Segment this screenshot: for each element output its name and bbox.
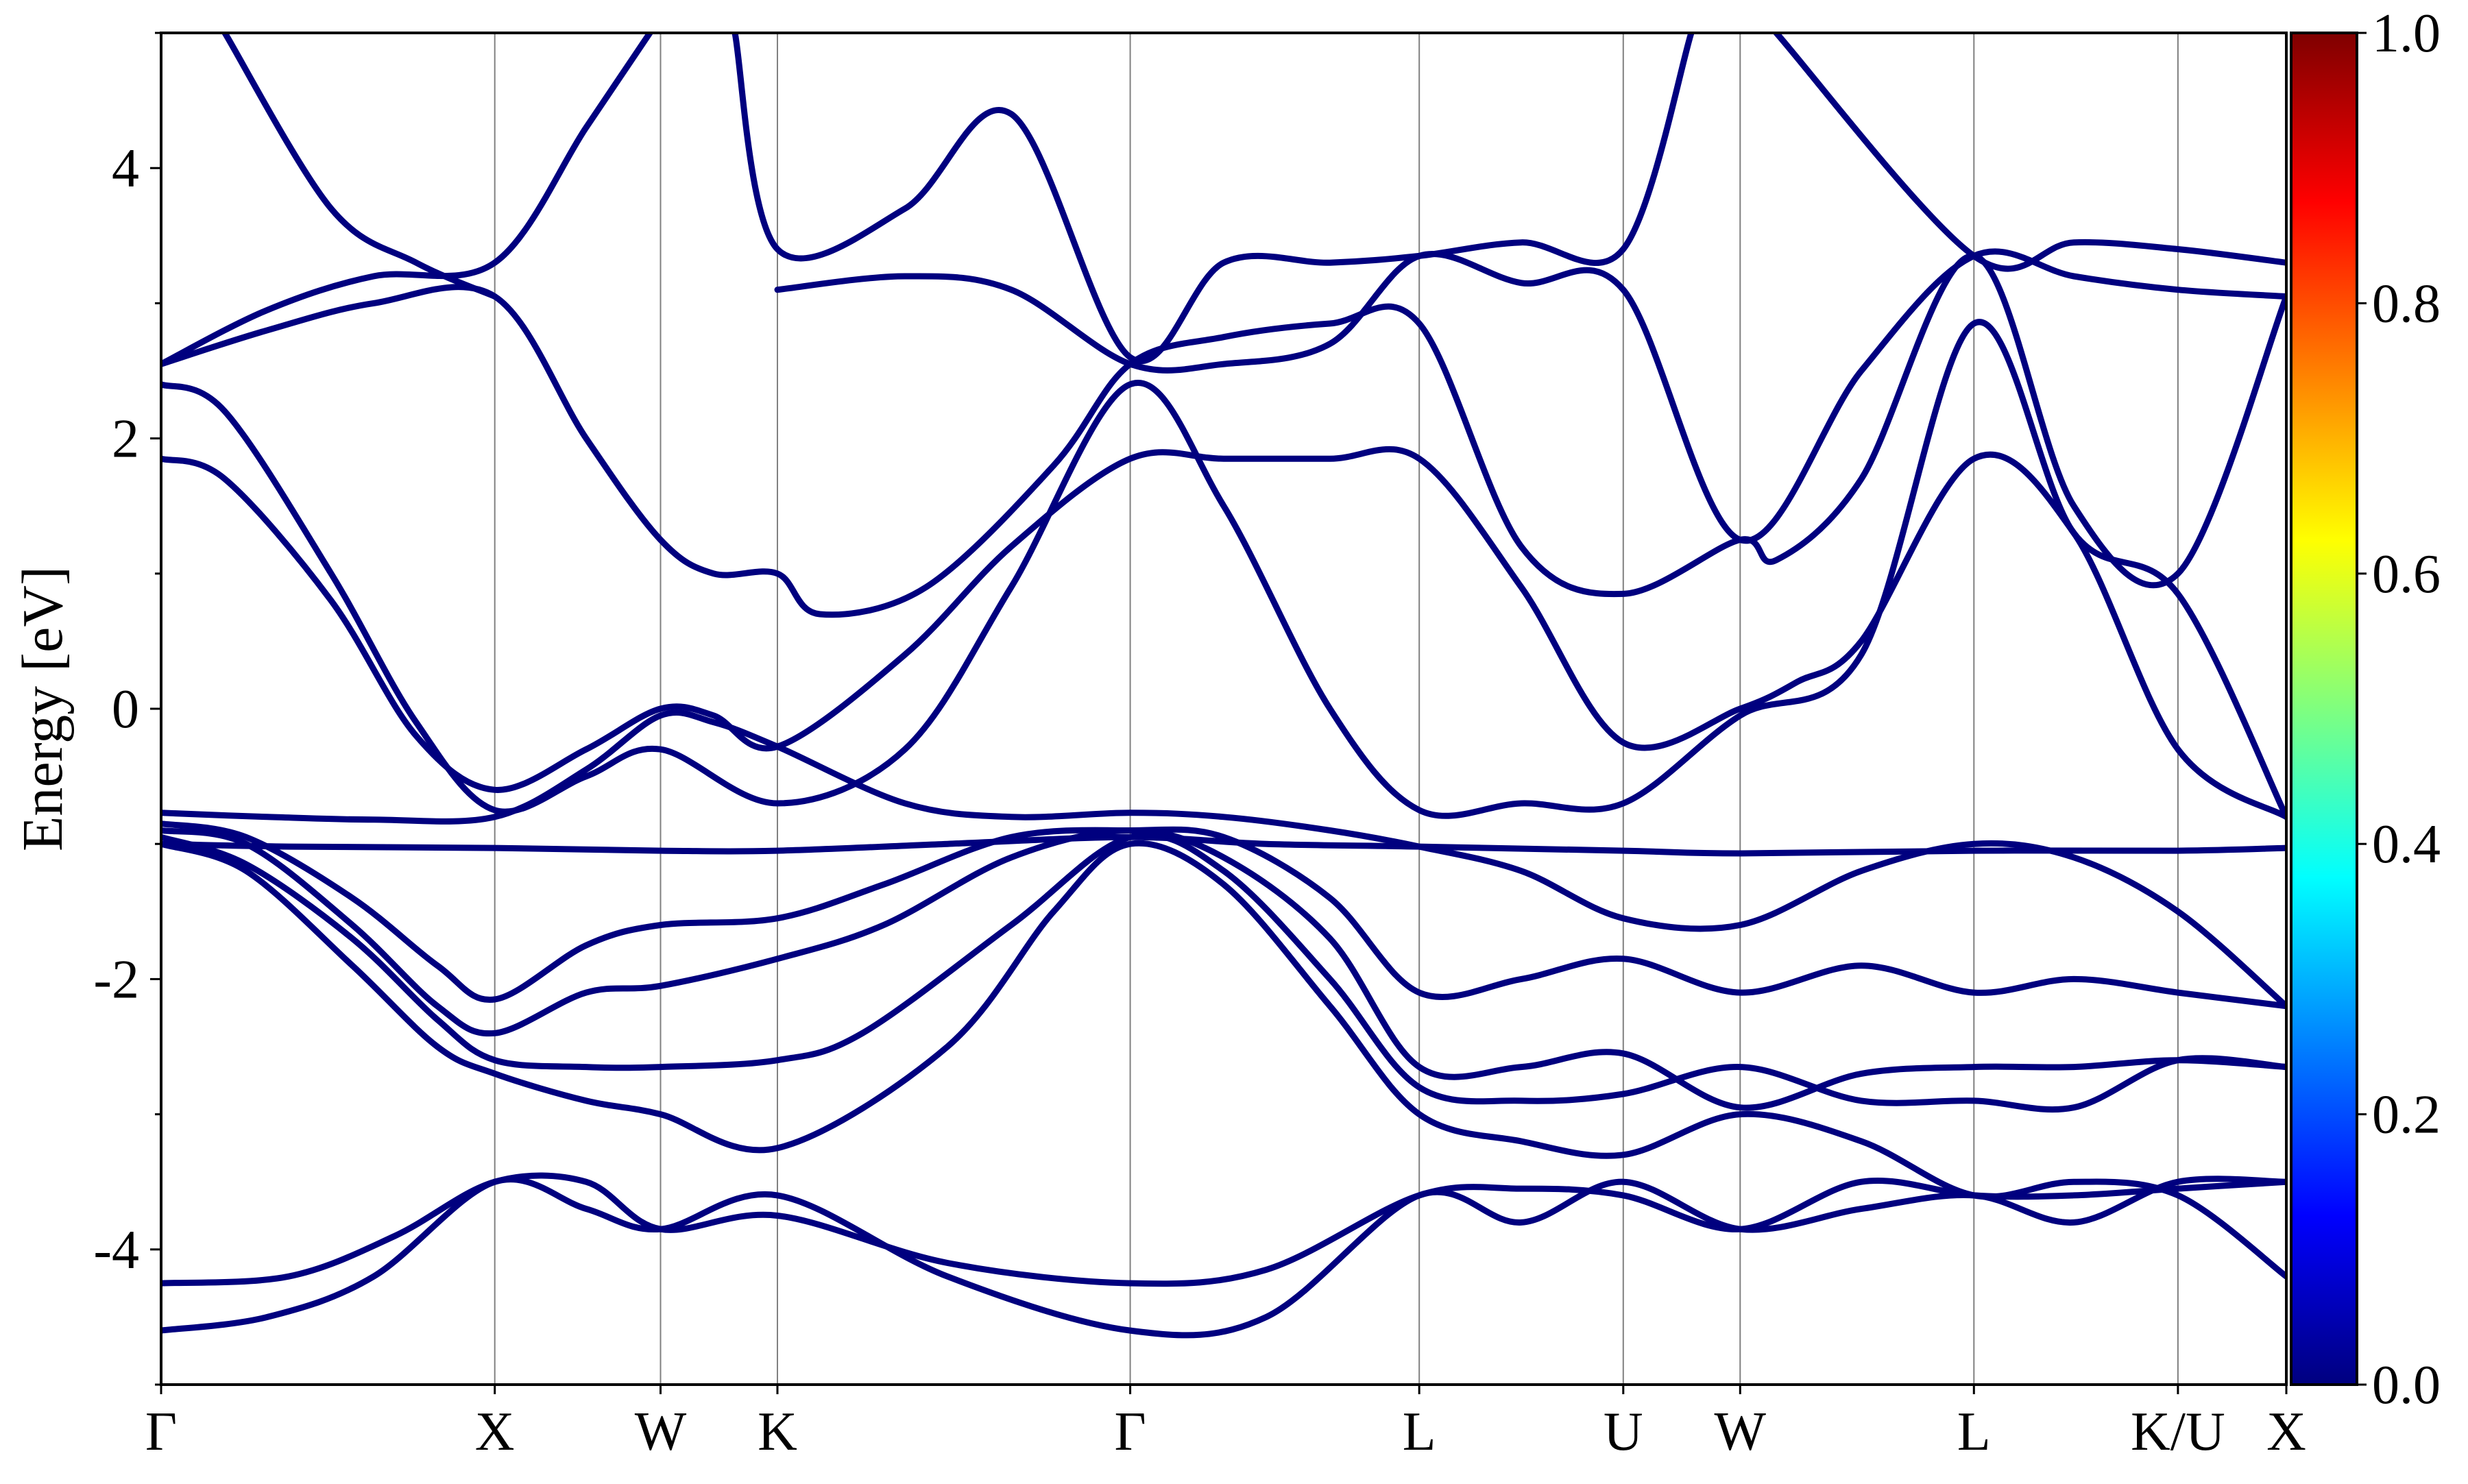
band-line [161,319,2286,820]
band-line [731,33,1695,365]
band-line [161,1176,2286,1339]
colorbar-tick-label: 0.2 [2372,1085,2441,1145]
band-line [161,252,2286,618]
x-tick-label: X [2266,1402,2306,1462]
x-tick-label: W [1715,1402,1767,1462]
band-line [774,248,2286,544]
band-line [1773,33,2286,272]
band-line [221,33,498,300]
band-lines [161,33,2286,1339]
band-line [161,446,2286,820]
x-tick-label: K/U [2131,1402,2225,1462]
y-tick-label: -2 [93,949,139,1010]
x-tick-label: Γ [1114,1402,1146,1462]
plot-frame [160,32,2288,1386]
y-tick-label: 0 [112,679,139,740]
band-line [161,834,2286,857]
band-line [161,840,2286,1280]
colorbar-ticks: 0.0 0.2 0.4 0.6 0.8 1.0 [2357,3,2441,1415]
y-tick-label: 4 [112,138,139,199]
colorbar-tick-label: 0.6 [2372,544,2441,605]
x-axis-ticks: Γ X W K Γ L U W L K/U X [145,1385,2306,1462]
colorbar-tick-label: 0.8 [2372,273,2441,334]
y-tick-label: 2 [112,409,139,470]
x-tick-label: Γ [145,1402,177,1462]
band-line [161,33,653,367]
x-tick-label: U [1604,1402,1643,1462]
colorbar-tick-label: 1.0 [2372,3,2441,64]
colorbar-tick-label: 0.0 [2372,1355,2441,1415]
band-line [161,827,2286,1111]
colorbar [2290,32,2358,1386]
y-axis-label: Energy [eV] [11,566,75,851]
y-tick-label: -4 [93,1220,139,1280]
x-tick-label: K [758,1402,797,1462]
x-tick-label: W [635,1402,687,1462]
x-tick-label: L [1957,1402,1991,1462]
x-tick-label: L [1403,1402,1436,1462]
high-symmetry-lines [494,33,2179,1385]
x-tick-label: X [475,1402,515,1462]
band-line [161,820,2286,1010]
y-axis-ticks: 4 2 0 -2 -4 [93,32,161,1386]
band-line [161,831,2286,1113]
colorbar-tick-label: 0.4 [2372,814,2441,875]
